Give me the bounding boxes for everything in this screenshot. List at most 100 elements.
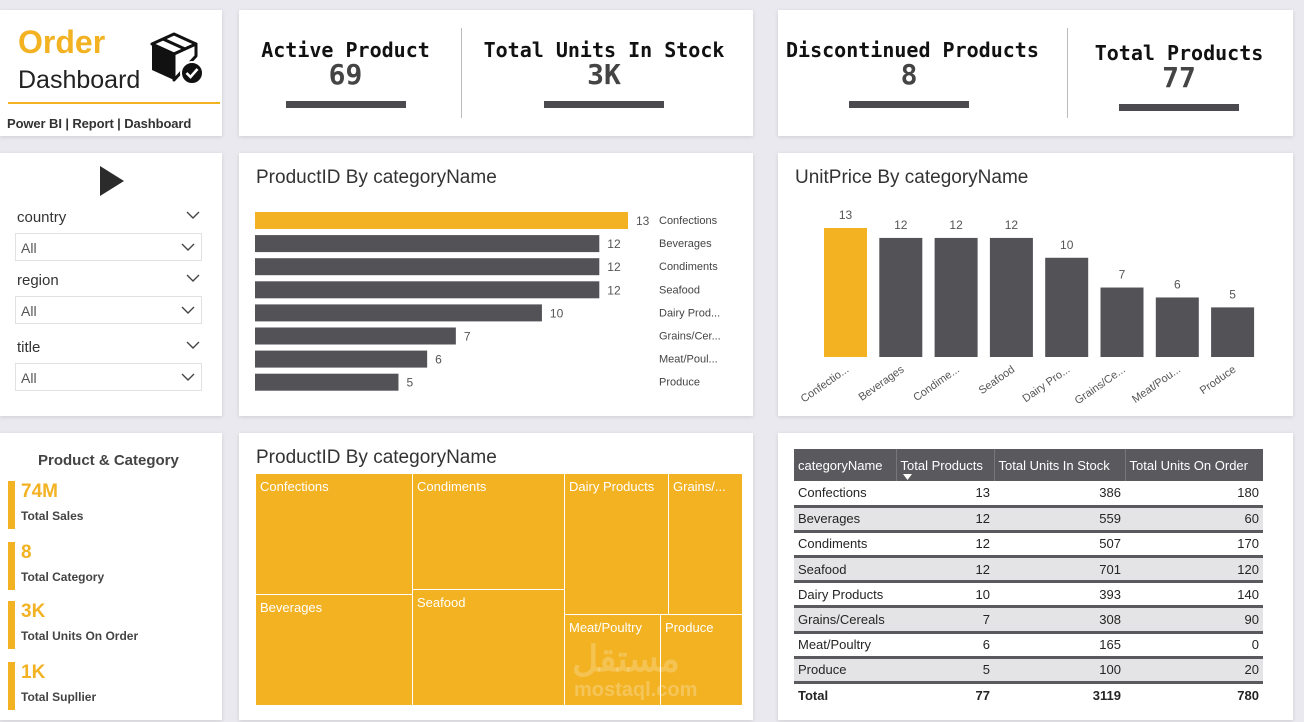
category-label: Seafood bbox=[977, 364, 1017, 397]
logo-title: Order bbox=[18, 24, 106, 60]
data-label: 7 bbox=[1119, 268, 1126, 282]
table-cell: 12 bbox=[975, 536, 990, 552]
productid-bar-chart-card[interactable]: ProductID By categoryName 13 Confections 1… bbox=[239, 153, 753, 416]
sort-desc-icon bbox=[902, 474, 912, 480]
bar[interactable] bbox=[934, 237, 978, 357]
bar[interactable] bbox=[255, 212, 628, 229]
data-label: 6 bbox=[435, 353, 442, 367]
kpi-label: Total Products bbox=[1094, 41, 1264, 65]
table-row[interactable]: Grains/Cereals 7 308 90 bbox=[794, 606, 1263, 633]
column-header-units-on-order[interactable]: Total Units On Order bbox=[1125, 449, 1263, 481]
stat-total-supplier: 1K Total Supllier bbox=[8, 662, 208, 710]
bar[interactable] bbox=[255, 258, 600, 276]
bar[interactable] bbox=[255, 304, 542, 322]
treemap-tile[interactable]: Meat/Poultry bbox=[564, 614, 661, 706]
bar[interactable] bbox=[255, 281, 600, 299]
table-cell: Beverages bbox=[798, 511, 861, 527]
kpi-value: 8 bbox=[900, 58, 918, 91]
bar[interactable] bbox=[255, 327, 456, 345]
table-cell: 140 bbox=[1237, 586, 1259, 602]
filter-panel: country All region All title All bbox=[0, 153, 222, 416]
bar[interactable] bbox=[1100, 287, 1144, 357]
treemap-label: Seafood bbox=[417, 595, 466, 610]
table-cell: 386 bbox=[1099, 485, 1121, 501]
horizontal-bar-chart: 13 Confections 12 Beverages 12 Condiments 12 Se… bbox=[255, 212, 721, 391]
treemap-label: Dairy Products bbox=[569, 479, 655, 494]
chart-title: ProductID By categoryName bbox=[256, 167, 497, 188]
data-label: 6 bbox=[1174, 277, 1181, 291]
kpi-label: Total Units In Stock bbox=[483, 38, 725, 62]
treemap-tile[interactable]: Dairy Products bbox=[564, 473, 669, 615]
chart-title: UnitPrice By categoryName bbox=[795, 167, 1029, 188]
treemap-tile[interactable]: Produce bbox=[660, 614, 743, 706]
bar[interactable] bbox=[1211, 307, 1255, 357]
chevron-down-icon[interactable] bbox=[186, 338, 200, 352]
country-slicer-label: country bbox=[17, 209, 67, 226]
bar[interactable] bbox=[255, 373, 399, 391]
logo-tagline: Power BI | Report | Dashboard bbox=[7, 116, 192, 131]
category-label: Condime... bbox=[911, 364, 961, 404]
unitprice-bar-chart-card[interactable]: UnitPrice By categoryName 13 Confectio...… bbox=[778, 153, 1293, 416]
data-label: 12 bbox=[607, 283, 621, 297]
bar[interactable] bbox=[255, 235, 600, 253]
productid-treemap-card[interactable]: ProductID By categoryName Confections Be… bbox=[239, 433, 753, 720]
table-cell: 7 bbox=[982, 612, 990, 628]
category-label: Dairy Prod... bbox=[659, 307, 720, 319]
treemap-tile[interactable]: Grains/... bbox=[668, 473, 743, 615]
category-label: Produce bbox=[659, 377, 700, 389]
bar[interactable] bbox=[879, 237, 923, 357]
category-label: Condiments bbox=[659, 261, 718, 273]
chevron-down-icon bbox=[181, 243, 195, 251]
table-row[interactable]: Seafood 12 701 120 bbox=[794, 556, 1263, 582]
bar[interactable] bbox=[989, 237, 1033, 357]
data-label: 12 bbox=[949, 218, 963, 232]
stat-value: 3K bbox=[21, 601, 46, 622]
treemap-tile[interactable]: Condiments bbox=[412, 473, 565, 590]
watermark-latin: mostaql.com bbox=[574, 679, 698, 701]
table-row[interactable]: Produce 5 100 20 bbox=[794, 657, 1263, 683]
bar[interactable] bbox=[1045, 257, 1089, 357]
total-units-in-stock: 3119 bbox=[1092, 688, 1121, 704]
title-dropdown[interactable]: All bbox=[15, 363, 202, 391]
column-header-units-in-stock[interactable]: Total Units In Stock bbox=[994, 449, 1126, 481]
total-products: 77 bbox=[975, 688, 990, 704]
column-header-categoryname[interactable]: categoryName bbox=[794, 449, 897, 481]
treemap-label: Beverages bbox=[260, 600, 323, 615]
kpi-label: Active Product bbox=[261, 38, 430, 62]
kpi-total-units-in-stock: Total Units In Stock 3K bbox=[469, 38, 739, 108]
box-check-icon bbox=[150, 32, 204, 85]
treemap-tile[interactable]: Seafood bbox=[412, 589, 565, 706]
data-label: 13 bbox=[636, 214, 650, 228]
kpi-underline bbox=[1119, 104, 1239, 111]
country-dropdown[interactable]: All bbox=[15, 233, 202, 261]
kpi-active-product: Active Product 69 bbox=[239, 38, 452, 108]
treemap-tile[interactable]: Beverages bbox=[255, 594, 413, 706]
treemap-label: Produce bbox=[665, 620, 714, 635]
treemap: Confections Beverages Condiments Seafood… bbox=[255, 473, 743, 706]
bar[interactable] bbox=[1155, 297, 1199, 357]
title-slicer-label: title bbox=[17, 339, 41, 356]
play-icon[interactable] bbox=[100, 166, 124, 196]
treemap-tile[interactable]: Confections bbox=[255, 473, 413, 595]
table-row[interactable]: Meat/Poultry 6 165 0 bbox=[794, 632, 1263, 658]
data-label: 12 bbox=[894, 218, 908, 232]
chevron-down-icon[interactable] bbox=[186, 208, 200, 222]
column-header-total-products[interactable]: Total Products bbox=[896, 449, 995, 481]
region-dropdown[interactable]: All bbox=[15, 296, 202, 324]
table-row[interactable]: Dairy Products 10 393 140 bbox=[794, 582, 1263, 607]
category-label: Grains/Ce... bbox=[1073, 364, 1128, 407]
table-row[interactable]: Beverages 12 559 60 bbox=[794, 506, 1263, 532]
stat-value: 8 bbox=[21, 542, 32, 563]
table-cell: 100 bbox=[1099, 662, 1121, 678]
bar[interactable] bbox=[824, 228, 867, 357]
table-row[interactable]: Confections 13 386 180 bbox=[794, 481, 1263, 507]
data-label: 12 bbox=[607, 237, 621, 251]
data-label: 7 bbox=[464, 330, 471, 344]
table-row[interactable]: Condiments 12 507 170 bbox=[794, 531, 1263, 557]
logo-card: Order Dashboard Power BI | Report | Dash… bbox=[0, 10, 222, 136]
category-label: Meat/Pou... bbox=[1130, 364, 1183, 406]
column-header-label: Total Products bbox=[900, 457, 983, 473]
table-cell: Meat/Poultry bbox=[798, 637, 871, 653]
chevron-down-icon[interactable] bbox=[186, 271, 200, 285]
bar[interactable] bbox=[255, 350, 428, 368]
